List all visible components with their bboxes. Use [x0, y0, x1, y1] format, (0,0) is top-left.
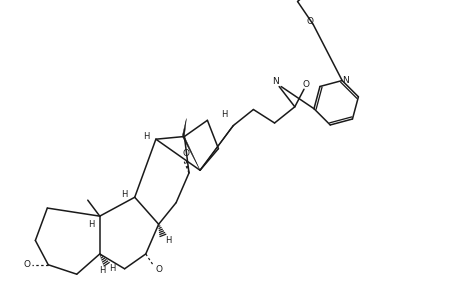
Polygon shape [182, 136, 200, 170]
Text: H: H [121, 190, 128, 199]
Text: O: O [182, 149, 189, 158]
Text: H: H [165, 236, 172, 245]
Text: H: H [220, 110, 227, 119]
Text: H: H [89, 220, 95, 229]
Text: H: H [142, 132, 149, 141]
Text: O: O [155, 266, 162, 274]
Text: H: H [109, 265, 116, 274]
Text: N: N [341, 76, 348, 85]
Polygon shape [182, 118, 186, 136]
Text: O: O [302, 80, 309, 89]
Text: N: N [271, 77, 278, 86]
Polygon shape [200, 124, 235, 170]
Text: H: H [99, 266, 106, 275]
Text: O: O [306, 17, 313, 26]
Text: O: O [24, 260, 31, 269]
